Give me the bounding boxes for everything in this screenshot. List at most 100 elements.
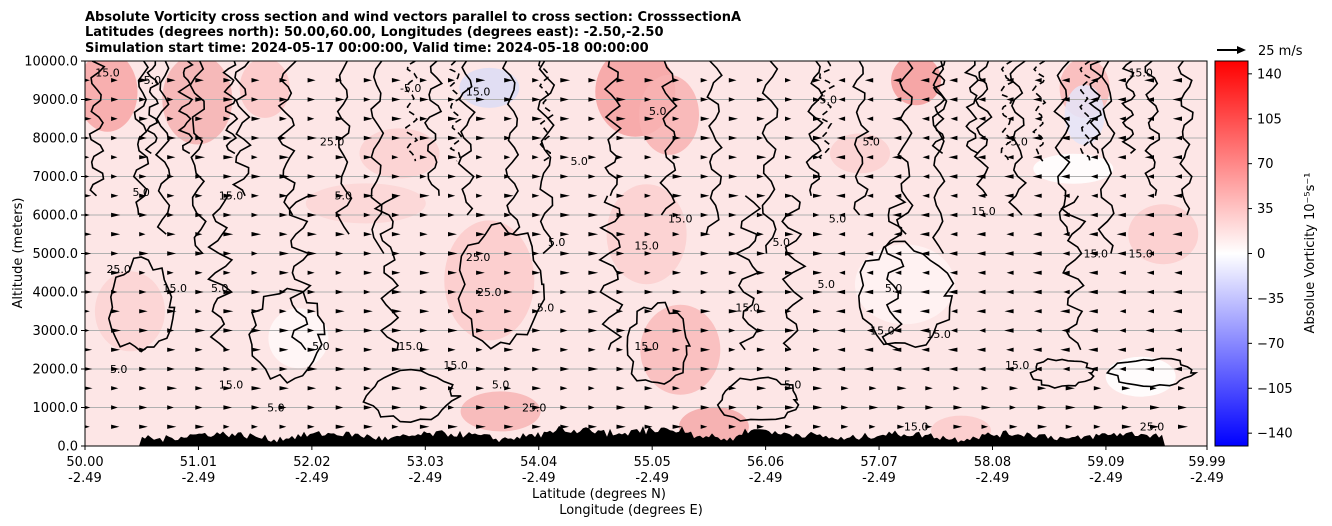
wind-vector bbox=[785, 174, 793, 179]
wind-vector bbox=[1062, 270, 1070, 275]
wind-vector bbox=[1117, 347, 1126, 352]
wind-vector bbox=[1090, 135, 1098, 141]
wind-vector bbox=[335, 174, 343, 179]
wind-vector bbox=[756, 347, 766, 352]
wind-vector bbox=[1006, 289, 1014, 295]
wind-vector bbox=[700, 251, 709, 256]
wind-vector bbox=[139, 174, 147, 179]
wind-vector bbox=[251, 116, 261, 121]
wind-vector bbox=[363, 405, 372, 410]
wind-vector bbox=[391, 386, 402, 391]
wind-vector bbox=[1088, 270, 1098, 275]
wind-vector bbox=[195, 174, 202, 179]
wind-vector bbox=[920, 289, 930, 295]
wind-vector bbox=[756, 135, 764, 141]
wind-vector bbox=[363, 424, 373, 429]
wind-vector bbox=[947, 289, 958, 295]
wind-vector bbox=[893, 78, 902, 83]
wind-vector bbox=[616, 212, 626, 218]
wind-vector bbox=[813, 232, 823, 237]
contour-negative bbox=[1079, 61, 1093, 162]
wind-vector bbox=[616, 424, 626, 429]
wind-vector bbox=[813, 251, 823, 256]
contour-label: 5.0 bbox=[312, 340, 330, 353]
wind-vector bbox=[979, 135, 986, 141]
wind-vector bbox=[922, 270, 930, 275]
wind-vector bbox=[813, 405, 823, 410]
vorticity-patch bbox=[640, 304, 721, 395]
wind-vector bbox=[139, 116, 148, 121]
wind-vector bbox=[1144, 347, 1154, 352]
wind-vector bbox=[195, 78, 204, 83]
wind-vector bbox=[111, 251, 119, 256]
wind-vector bbox=[867, 232, 874, 237]
wind-vector bbox=[532, 328, 541, 333]
wind-vector bbox=[532, 97, 541, 102]
wind-vector bbox=[1062, 366, 1070, 372]
chart-title-line-1: Absolute Vorticity cross section and win… bbox=[85, 10, 741, 25]
wind-vector bbox=[1147, 251, 1154, 256]
wind-vector bbox=[672, 135, 681, 141]
wind-vector bbox=[866, 309, 874, 314]
wind-vector bbox=[111, 289, 118, 295]
wind-vector bbox=[949, 78, 958, 83]
wind-vector bbox=[560, 270, 570, 275]
wind-vector bbox=[85, 155, 90, 159]
wind-vector bbox=[838, 212, 846, 218]
wind-vector bbox=[560, 193, 570, 198]
wind-vector bbox=[195, 366, 206, 372]
wind-vector bbox=[728, 405, 737, 410]
vorticity-patch bbox=[891, 61, 942, 106]
wind-vector bbox=[85, 251, 92, 256]
wind-vector bbox=[951, 309, 958, 314]
x-tick-label-lat: 59.09 bbox=[1087, 455, 1124, 470]
wind-vector bbox=[1088, 289, 1098, 295]
wind-vector bbox=[644, 251, 652, 256]
wind-vector bbox=[1035, 366, 1042, 372]
y-tick-label: 4000.0 bbox=[33, 286, 79, 301]
x-tick-label-lon: -2.49 bbox=[1089, 471, 1123, 486]
wind-vector bbox=[279, 251, 289, 256]
wind-vector bbox=[616, 155, 623, 160]
wind-vector bbox=[532, 212, 541, 218]
wind-vector bbox=[167, 174, 174, 179]
wind-vector bbox=[949, 174, 958, 179]
wind-vector bbox=[391, 328, 402, 333]
wind-vector bbox=[785, 405, 795, 410]
wind-vector bbox=[1034, 116, 1042, 121]
wind-vector bbox=[532, 309, 541, 314]
wind-vector bbox=[476, 386, 485, 391]
contour-label: 15.0 bbox=[668, 213, 693, 226]
vorticity-patch bbox=[268, 308, 329, 369]
wind-vector bbox=[476, 212, 486, 218]
wind-vector bbox=[672, 232, 680, 237]
colorbar-tick-label: −105 bbox=[1257, 382, 1293, 397]
wind-vector bbox=[864, 289, 874, 295]
wind-vector bbox=[756, 424, 765, 429]
wind-vector bbox=[892, 309, 902, 314]
wind-vector bbox=[863, 174, 874, 179]
wind-vector bbox=[363, 309, 373, 314]
wind-vector bbox=[1172, 232, 1182, 237]
wind-vector bbox=[419, 135, 430, 141]
wind-vector bbox=[448, 405, 455, 410]
wind-vector bbox=[813, 366, 823, 372]
wind-vector bbox=[223, 97, 234, 102]
wind-vector bbox=[195, 251, 205, 256]
wind-vector bbox=[920, 78, 930, 83]
wind-vector bbox=[1005, 366, 1014, 372]
wind-vector bbox=[167, 116, 174, 121]
contour-label: 5.0 bbox=[144, 74, 162, 87]
wind-vector bbox=[195, 212, 203, 218]
wind-vector bbox=[1006, 97, 1014, 102]
wind-vector bbox=[1119, 174, 1126, 179]
wind-vector bbox=[700, 289, 707, 295]
wind-vector bbox=[476, 78, 486, 83]
contour-label: 15.0 bbox=[219, 378, 244, 391]
wind-vector bbox=[1032, 347, 1042, 352]
x-tick-label-lon: -2.49 bbox=[1190, 471, 1224, 486]
contour-label: 5.0 bbox=[773, 236, 791, 249]
y-tick-label: 5000.0 bbox=[33, 247, 79, 262]
wind-vector bbox=[922, 193, 930, 198]
